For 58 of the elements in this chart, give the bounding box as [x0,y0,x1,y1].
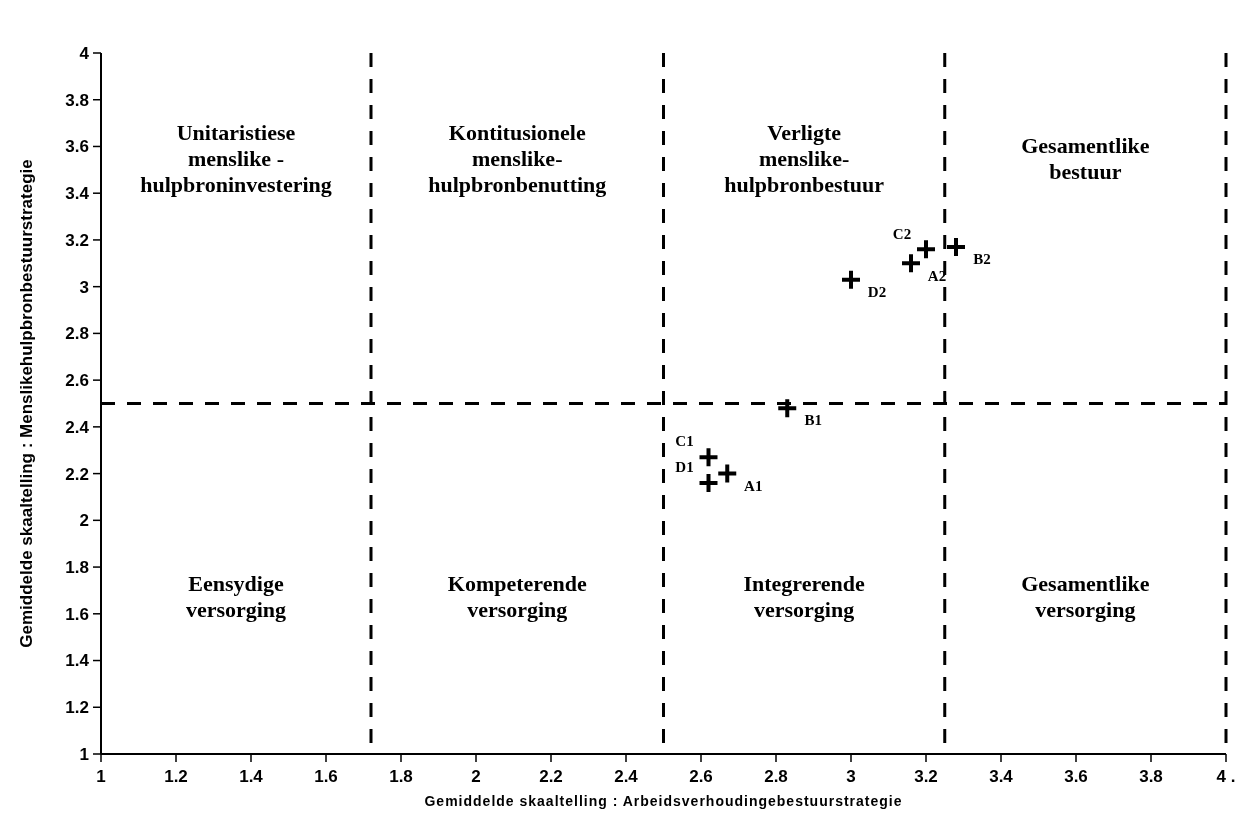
y-tick-label: 1.4 [65,651,90,671]
y-tick-label: 3 [79,277,89,297]
y-tick-label: 2.2 [65,464,89,484]
annotation: B1 [804,412,823,429]
x-tick-label: 3.4 [989,767,1014,786]
y-tick-label: 1.8 [65,558,89,578]
annotation: Unitaristiese menslike - hulpbroninvestering [140,119,332,197]
annotation: A1 [744,477,763,494]
annotation: Gesamentlike versorging [1021,570,1150,622]
annotation: Kontitusionele menslike- hulpbronbenutting [428,119,607,197]
y-tick-label: 3.6 [65,137,89,157]
point [840,268,862,291]
y-tick-label: 2.4 [65,417,90,437]
annotation: B2 [973,251,991,268]
annotation: D1 [675,459,694,476]
y-tick-label: 2.6 [65,371,89,391]
annotation: Verligte menslike- hulpbronbestuur [724,119,885,197]
x-tick-label: 1.6 [314,767,338,786]
annotation: Gesamentlike bestuur [1021,132,1150,184]
x-tick-label: 1.2 [164,767,188,786]
x-tick-label: 2.6 [689,767,713,786]
x-tick-label: 2.2 [539,767,563,786]
annotation: D2 [867,283,887,300]
annotation: Integrerende versorging [743,570,866,622]
annotation: C2 [892,225,912,242]
x-axis-title: Gemiddelde skaaltelling : Arbeidsverhoudingebestuurstrategie [424,793,903,809]
x-tick-label: 1.4 [239,767,264,786]
x-tick-label: 1.8 [389,767,413,786]
point [945,235,967,258]
y-tick-label: 1 [79,744,89,764]
annotation: Eensydige versorging [185,570,287,622]
x-tick-label: 3.6 [1064,767,1088,786]
x-tick-label: 4 . [1216,767,1236,786]
y-tick-label: 2.8 [65,324,89,344]
y-tick-label: 3.2 [65,230,89,250]
x-tick-label: 2.4 [614,767,639,786]
y-axis-title: Gemiddelde skaaltelling : Menslikehulpbronbestuurstrategie [17,159,36,648]
x-tick-label: 3.2 [914,767,938,786]
point [915,238,937,261]
x-tick-label: 2 [471,767,481,786]
y-tick-label: 4 [79,43,90,63]
y-tick-label: 2 [79,511,89,531]
annotation: C1 [675,433,694,450]
y-tick-label: 1.6 [65,604,89,624]
x-tick-label: 2.8 [764,767,788,786]
x-tick-label: 1 [96,767,106,786]
point [716,462,739,485]
x-tick-label: 3 [846,767,856,786]
y-tick-label: 1.2 [65,698,89,718]
point [900,252,922,275]
point [697,471,720,494]
y-tick-label: 3.4 [65,184,90,204]
annotation: Kompeterende versorging [447,570,587,622]
point [776,397,799,420]
y-tick-label: 3.8 [65,90,89,110]
annotation: A2 [927,267,947,284]
point [697,446,720,469]
x-tick-label: 3.8 [1139,767,1163,786]
